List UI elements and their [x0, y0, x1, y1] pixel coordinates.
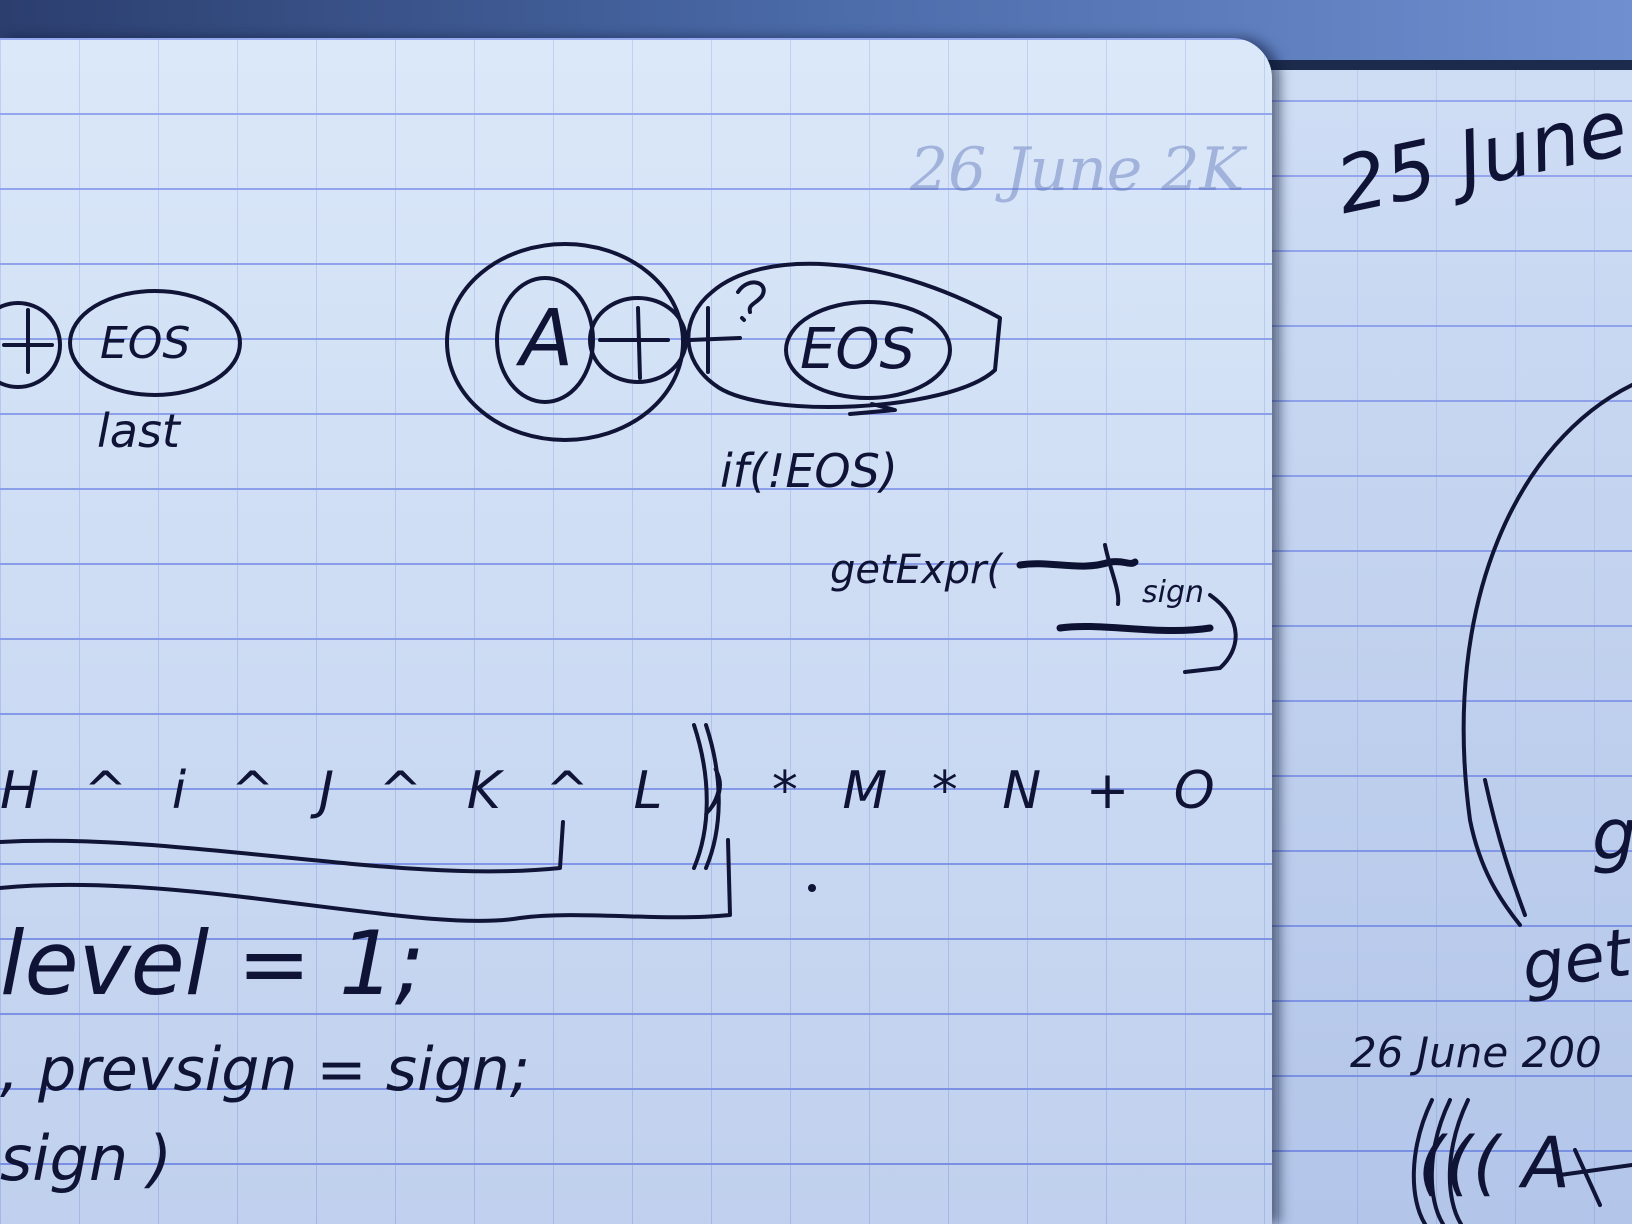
- double-paren-2: [704, 723, 721, 870]
- small-question-mark: [736, 280, 766, 322]
- arrow-down-stroke: [1103, 543, 1121, 606]
- inner-circle-plus: [588, 296, 688, 384]
- partial-plus-circle: [0, 301, 62, 389]
- condition-label: if(!EOS): [720, 444, 898, 498]
- right-page-word-get: get: [1517, 913, 1632, 1006]
- right-page-fragment: ((( A: [1418, 1122, 1571, 1204]
- scribble-crossed-word-2: [1056, 622, 1214, 635]
- right-page-date-bottom: 26 June 200: [1350, 1028, 1602, 1077]
- right-page-arc: [1461, 383, 1632, 927]
- inner-circle-a: [495, 276, 595, 404]
- right-page-paren-3: [1447, 1098, 1470, 1224]
- getexpr-label: getExpr(: [830, 547, 1003, 593]
- double-paren-1: [692, 723, 709, 870]
- plus-sign-left: [2, 308, 54, 374]
- outer-circle-a-plus: [445, 242, 685, 442]
- plus-sign-inner: [598, 306, 670, 380]
- right-page-arrow: [1558, 1148, 1632, 1207]
- right-page-word-g: g: [1592, 794, 1632, 876]
- eos-circle-right: [784, 300, 952, 400]
- right-page-paren-2: [1429, 1098, 1452, 1224]
- right-page-arc-shade: [1483, 778, 1527, 917]
- plus-sign-joint: [688, 306, 742, 374]
- eos-balloon: [686, 261, 1002, 409]
- code-line-sign: sign ): [0, 1122, 173, 1195]
- a-label: A: [520, 294, 574, 384]
- right-notebook-page: [1258, 70, 1632, 1224]
- scribble-crossed-word-1: [1016, 558, 1139, 570]
- ink-dot: [808, 884, 816, 892]
- arg-bracket: [1183, 593, 1238, 674]
- eos-label-right: EOS: [800, 317, 916, 382]
- code-line-prevsign: , prevsign = sign;: [0, 1035, 531, 1105]
- balloon-arrow: [848, 402, 897, 416]
- show-through-marks: 26 June 2K: [910, 135, 1245, 205]
- sign-arg-label: sign: [1142, 575, 1205, 610]
- expression-label: H ^ i ^ J ^ K ^ L ) * M * N + O: [0, 761, 1229, 821]
- right-page-paren-1: [1411, 1098, 1434, 1224]
- eos-label-left: EOS: [100, 318, 191, 369]
- code-line-level: level = 1;: [0, 912, 425, 1015]
- outer-bracket: [0, 838, 732, 923]
- eos-circle-left: [68, 289, 242, 397]
- inner-bracket: [0, 820, 565, 874]
- last-label: last: [97, 404, 180, 458]
